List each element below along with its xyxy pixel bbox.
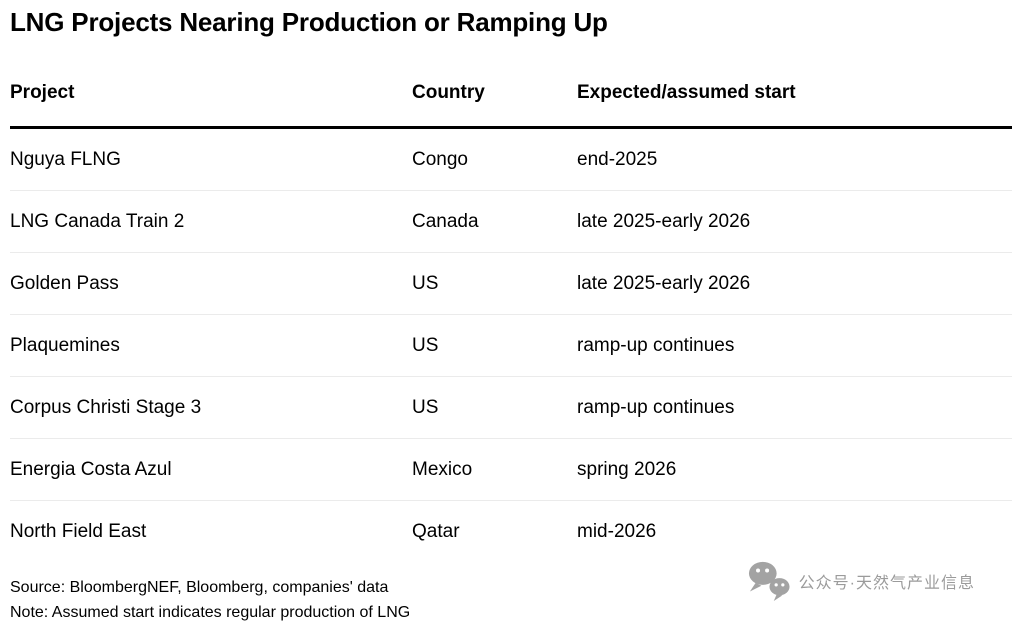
cell-project: Golden Pass [10,272,119,294]
column-header-project: Project [10,83,75,103]
note-line: Note: Assumed start indicates regular pr… [10,604,411,621]
cell-project: Plaquemines [10,334,120,356]
cell-project: North Field East [10,520,147,542]
table-header-row: Project Country Expected/assumed start [10,83,1012,129]
cell-expected-start: ramp-up continues [577,396,735,418]
cell-country: US [412,396,439,418]
cell-country: Congo [412,148,468,170]
column-header-expected-start: Expected/assumed start [577,83,796,103]
cell-country: Canada [412,210,479,232]
cell-country: Qatar [412,520,460,542]
cell-country: US [412,334,439,356]
cell-project: Corpus Christi Stage 3 [10,396,202,418]
table-row: Golden Pass US late 2025-early 2026 [10,253,1012,315]
table-row: Energia Costa Azul Mexico spring 2026 [10,439,1012,501]
watermark: 公众号·天然气产业信息 [747,560,975,602]
source-line: Source: BloombergNEF, Bloomberg, compani… [10,579,389,596]
table-body: Nguya FLNG Congo end-2025 LNG Canada Tra… [10,129,1012,562]
table-row: LNG Canada Train 2 Canada late 2025-earl… [10,191,1012,253]
cell-country: US [412,272,439,294]
watermark-label: 公众号·天然气产业信息 [798,575,975,592]
cell-expected-start: ramp-up continues [577,334,735,356]
chart-title: LNG Projects Nearing Production or Rampi… [10,7,608,37]
column-header-country: Country [412,83,485,103]
table-row: Plaquemines US ramp-up continues [10,315,1012,377]
cell-country: Mexico [412,458,473,480]
table-row: Nguya FLNG Congo end-2025 [10,129,1012,191]
cell-expected-start: spring 2026 [577,458,677,480]
cell-project: Nguya FLNG [10,148,121,170]
cell-expected-start: late 2025-early 2026 [577,272,751,294]
table-row: Corpus Christi Stage 3 US ramp-up contin… [10,377,1012,439]
cell-project: Energia Costa Azul [10,458,172,480]
cell-expected-start: end-2025 [577,148,658,170]
cell-expected-start: mid-2026 [577,520,657,542]
cell-expected-start: late 2025-early 2026 [577,210,751,232]
cell-project: LNG Canada Train 2 [10,210,185,232]
table-row: North Field East Qatar mid-2026 [10,501,1012,562]
wechat-icon [747,560,791,602]
